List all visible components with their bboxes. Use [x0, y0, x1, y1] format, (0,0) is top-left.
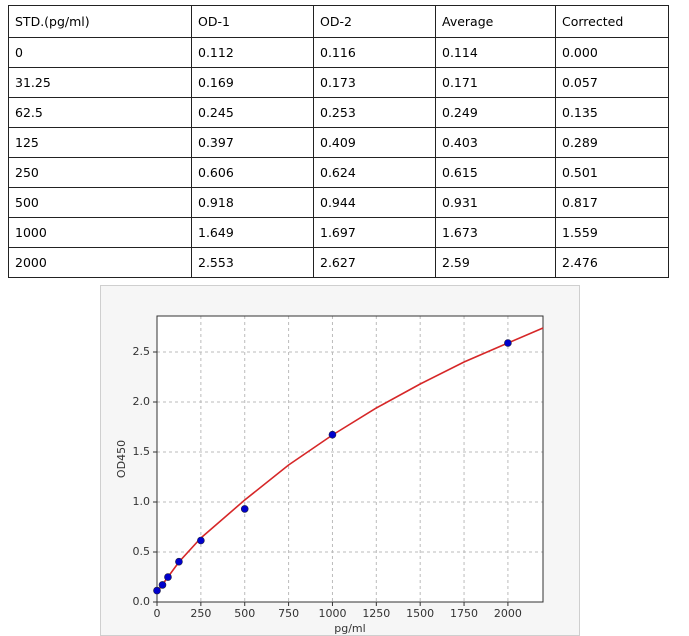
data-point — [164, 573, 172, 581]
data-point — [328, 430, 337, 439]
table-cell: 0.112 — [191, 37, 314, 68]
table-cell: 0.501 — [555, 157, 669, 188]
table-cell: 1.673 — [435, 217, 556, 248]
table-cell: 1.697 — [313, 217, 436, 248]
data-point — [153, 586, 161, 595]
table-row: 31.25 0.169 0.173 0.171 0.057 — [8, 67, 669, 98]
x-tick-label: 250 — [190, 607, 211, 620]
y-tick-label: 0.5 — [133, 545, 151, 558]
table-cell: 0.624 — [313, 157, 436, 188]
x-tick-label: 500 — [234, 607, 255, 620]
table-row: STD.(pg/ml) OD-1 OD-2 Average Corrected — [8, 5, 669, 38]
data-point — [504, 339, 512, 347]
table-cell: 31.25 — [8, 67, 192, 98]
x-tick-label: 1000 — [318, 607, 346, 620]
axes-box — [156, 315, 544, 603]
table-cell: 2.627 — [313, 247, 436, 278]
table-cell: OD-1 — [191, 5, 314, 38]
table-row: 250 0.606 0.624 0.615 0.501 — [8, 157, 669, 188]
plot-area — [157, 316, 543, 602]
y-tick-label: 1.5 — [133, 445, 151, 458]
table-cell: 0.171 — [435, 67, 556, 98]
table-cell: Average — [435, 5, 556, 38]
table-cell: 0.289 — [555, 127, 669, 158]
table-row: 1000 1.649 1.697 1.673 1.559 — [8, 217, 669, 248]
y-tick-label: 1.0 — [133, 495, 151, 508]
table-cell: 0.403 — [435, 127, 556, 158]
table-cell: 0.057 — [555, 67, 669, 98]
table-cell: 0.253 — [313, 97, 436, 128]
table-cell: 0.615 — [435, 157, 556, 188]
table-cell: 0.245 — [191, 97, 314, 128]
table-cell: Corrected — [555, 5, 669, 38]
table-cell: 0.606 — [191, 157, 314, 188]
table-cell: 2000 — [8, 247, 192, 278]
x-tick-label: 1750 — [450, 607, 478, 620]
table-cell: 0.918 — [191, 187, 314, 218]
table-cell: 0.249 — [435, 97, 556, 128]
table-cell: 2.553 — [191, 247, 314, 278]
table-cell: 0.114 — [435, 37, 556, 68]
table-cell: 0.000 — [555, 37, 669, 68]
table-cell: 0.409 — [313, 127, 436, 158]
table-row: 125 0.397 0.409 0.403 0.289 — [8, 127, 669, 158]
data-point — [158, 581, 167, 589]
table-row: 500 0.918 0.944 0.931 0.817 — [8, 187, 669, 218]
y-tick-label: 0.0 — [133, 595, 151, 608]
table-cell: 0 — [8, 37, 192, 68]
data-point — [175, 557, 183, 566]
x-tick-label: 1500 — [406, 607, 434, 620]
table-cell: 0.116 — [313, 37, 436, 68]
table-cell: 0.944 — [313, 187, 436, 218]
data-point — [240, 505, 249, 513]
table-cell: 2.59 — [435, 247, 556, 278]
x-tick-label: 2000 — [494, 607, 522, 620]
x-axis-label: pg/ml — [334, 622, 365, 635]
table-cell: 1.559 — [555, 217, 669, 248]
table-cell: 0.135 — [555, 97, 669, 128]
y-tick-label: 2.5 — [133, 345, 151, 358]
data-point — [197, 536, 205, 545]
table-cell: 0.169 — [191, 67, 314, 98]
table-cell: 0.931 — [435, 187, 556, 218]
x-tick-label: 0 — [154, 607, 161, 620]
table-cell: 250 — [8, 157, 192, 188]
table-cell: OD-2 — [313, 5, 436, 38]
standards-table: STD.(pg/ml) OD-1 OD-2 Average Corrected 0 0.11… — [8, 5, 669, 278]
y-tick-label: 2.0 — [133, 395, 151, 408]
table-cell: 0.817 — [555, 187, 669, 218]
y-axis-label: OD450 — [115, 440, 128, 478]
table-cell: 1.649 — [191, 217, 314, 248]
table-row: 2000 2.553 2.627 2.59 2.476 — [8, 247, 669, 278]
table-cell: 2.476 — [555, 247, 669, 278]
table-cell: 0.173 — [313, 67, 436, 98]
table-cell: 500 — [8, 187, 192, 218]
table-cell: 0.397 — [191, 127, 314, 158]
table-row: 62.5 0.245 0.253 0.249 0.135 — [8, 97, 669, 128]
x-tick-label: 750 — [278, 607, 299, 620]
chart: 0.0 0.5 1.0 1.5 2.0 2.5 0 250 500 750 1000 1250 1500… — [100, 285, 580, 636]
table-cell: 1000 — [8, 217, 192, 248]
table-row: 0 0.112 0.116 0.114 0.000 — [8, 37, 669, 68]
table-cell: 125 — [8, 127, 192, 158]
x-tick-label: 1250 — [362, 607, 390, 620]
table-cell: STD.(pg/ml) — [8, 5, 192, 38]
table-cell: 62.5 — [8, 97, 192, 128]
